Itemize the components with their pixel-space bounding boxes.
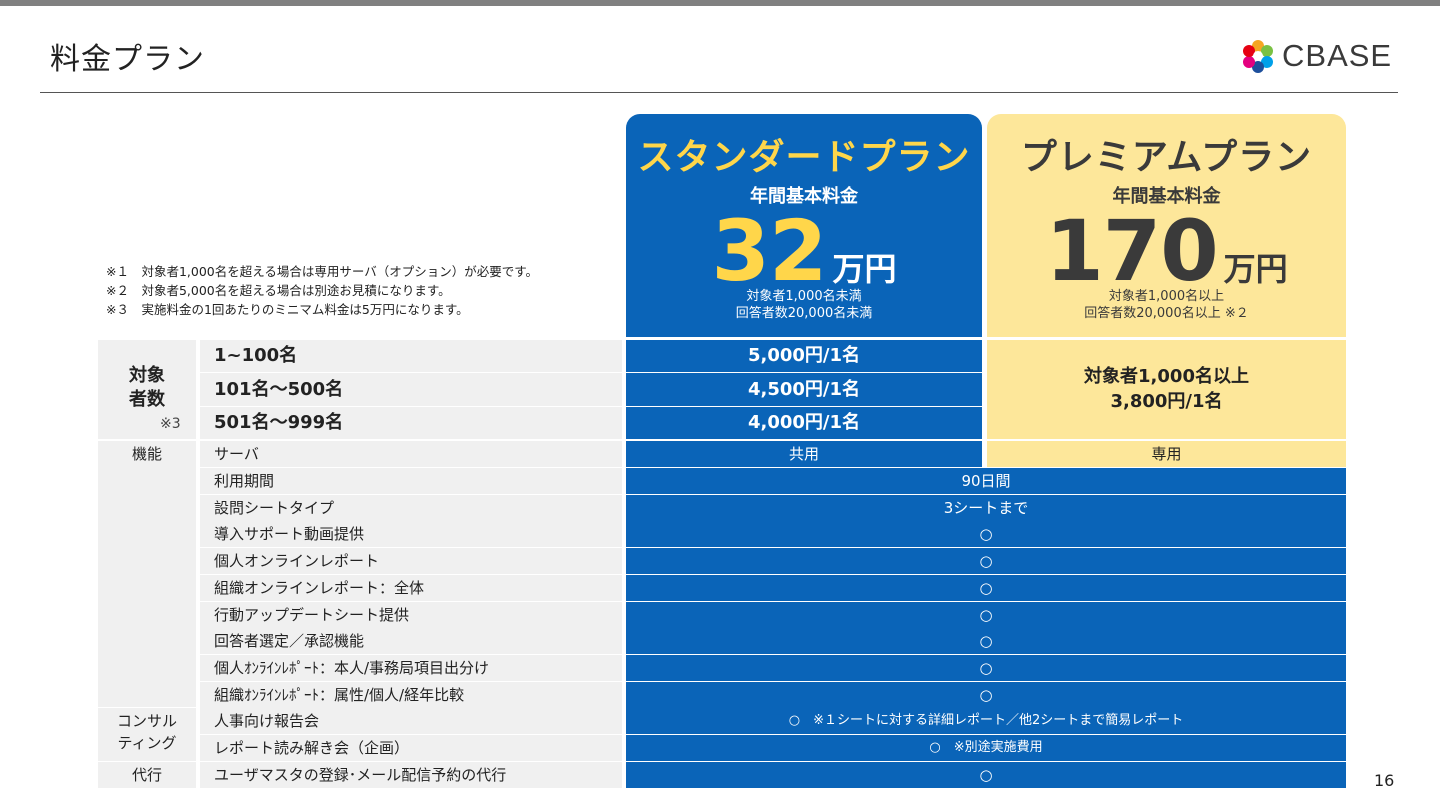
footnote-3: ※３ 実施料金の1回あたりのミニマム料金は5万円になります。 [106, 302, 469, 317]
row-label: 導入サポート動画提供 [200, 521, 622, 548]
logo-text: CBASE [1282, 38, 1393, 73]
row-label: 利用期間 [200, 468, 622, 494]
row-value: ○ [626, 654, 1346, 681]
server-standard: 共用 [626, 441, 982, 467]
premium-price-unit: 万円 [1223, 250, 1288, 288]
consulting-category-cell [98, 708, 196, 761]
premium-fee-label: 年間基本料金 [1112, 186, 1221, 207]
standard-price: 32 万円 [626, 202, 982, 300]
headcount-category-label: 対象 者数 [129, 365, 165, 410]
features-category-cell [98, 441, 196, 707]
premium-condition-2: 回答者数20,000名以上 ※２ [1084, 306, 1249, 321]
headcount-category-cell [98, 340, 196, 439]
row-label: 組織ｵﾝﾗｲﾝﾚﾎﾟｰﾄ：属性/個人/経年比較 [200, 681, 622, 708]
row-label: 個人オンラインレポート [200, 548, 622, 575]
footnote-1: ※１ 対象者1,000名を超える場合は専用サーバ（オプション）が必要です。 [106, 264, 539, 279]
row-value: ○ [626, 601, 1346, 628]
row-label: 設問シートタイプ [200, 494, 622, 521]
tier-label-1: 1~100名 [200, 340, 622, 372]
row-value: ○ [626, 762, 1346, 788]
consulting-category-label: コンサル ティング [116, 712, 177, 752]
page-number: 16 [1374, 771, 1395, 790]
footnotes: ※１ 対象者1,000名を超える場合は専用サーバ（オプション）が必要です。 ※２… [106, 262, 538, 319]
server-label: サーバ [200, 441, 622, 467]
row-label: ユーザマスタの登録･メール配信予約の代行 [200, 762, 622, 788]
row-label: 組織オンラインレポート：全体 [200, 574, 622, 601]
standard-price-value: 32 [711, 202, 828, 300]
standard-plan-name: スタンダードプラン [637, 137, 971, 178]
premium-condition-1: 対象者1,000名以上 [1108, 289, 1225, 304]
tier-label-3: 501名～999名 [200, 407, 622, 439]
row-value: ○ [626, 681, 1346, 708]
row-label: 回答者選定／承認機能 [200, 628, 622, 655]
row-value: ○ [626, 548, 1346, 575]
server-premium: 専用 [987, 441, 1346, 467]
footnote-2: ※２ 対象者5,000名を超える場合は別途お見積になります。 [106, 283, 451, 298]
tier-price-2: 4,500円/1名 [626, 373, 982, 406]
standard-condition-2: 回答者数20,000名未満 [735, 306, 873, 321]
page-title: 料金プラン [50, 42, 205, 77]
features-category-label: 機能 [131, 445, 162, 463]
row-value: ○ ※別途実施費用 [626, 735, 1346, 761]
premium-price: 170 万円 [987, 202, 1346, 300]
tier-price-3: 4,000円/1名 [626, 407, 982, 439]
row-label: 個人ｵﾝﾗｲﾝﾚﾎﾟｰﾄ：本人/事務局項目出分け [200, 654, 622, 681]
row-value: 90日間 [626, 468, 1346, 494]
standard-conditions: 対象者1,000名未満 回答者数20,000名未満 [626, 288, 982, 322]
row-value: ○ [626, 521, 1346, 548]
row-label: レポート読み解き会（企画） [200, 735, 622, 761]
logo: CBASE [1240, 38, 1400, 74]
standard-fee-label: 年間基本料金 [750, 186, 858, 207]
top-bar [0, 0, 1440, 6]
cbase-logo-icon [1243, 40, 1273, 73]
premium-conditions: 対象者1,000名以上 回答者数20,000名以上 ※２ [987, 288, 1346, 322]
row-value: ○ [626, 628, 1346, 655]
row-value: 3シートまで [626, 494, 1346, 521]
premium-plan-header: プレミアムプラン 年間基本料金 170 万円 対象者1,000名以上 回答者数20… [987, 114, 1346, 337]
standard-condition-1: 対象者1,000名未満 [746, 289, 862, 304]
headcount-category-note: ※3 [160, 416, 181, 432]
agency-category-cell [98, 762, 196, 788]
tier-label-2: 101名～500名 [200, 373, 622, 406]
premium-plan-name: プレミアムプラン [1020, 137, 1313, 178]
title-divider [40, 92, 1398, 93]
tier-price-1: 5,000円/1名 [626, 340, 982, 372]
row-value: ○ ※１シートに対する詳細レポート／他2シートまで簡易レポート [626, 708, 1346, 734]
standard-plan-header: スタンダードプラン 年間基本料金 32 万円 対象者1,000名未満 回答者数20… [626, 114, 982, 337]
standard-price-unit: 万円 [832, 250, 897, 288]
premium-price-value: 170 [1045, 202, 1218, 300]
row-label: 行動アップデートシート提供 [200, 601, 622, 628]
row-value: ○ [626, 574, 1346, 601]
row-label: 人事向け報告会 [200, 708, 622, 734]
premium-headcount-price: 対象者1,000名以上 3,800円/1名 [987, 340, 1346, 439]
agency-category-label: 代行 [131, 766, 162, 784]
